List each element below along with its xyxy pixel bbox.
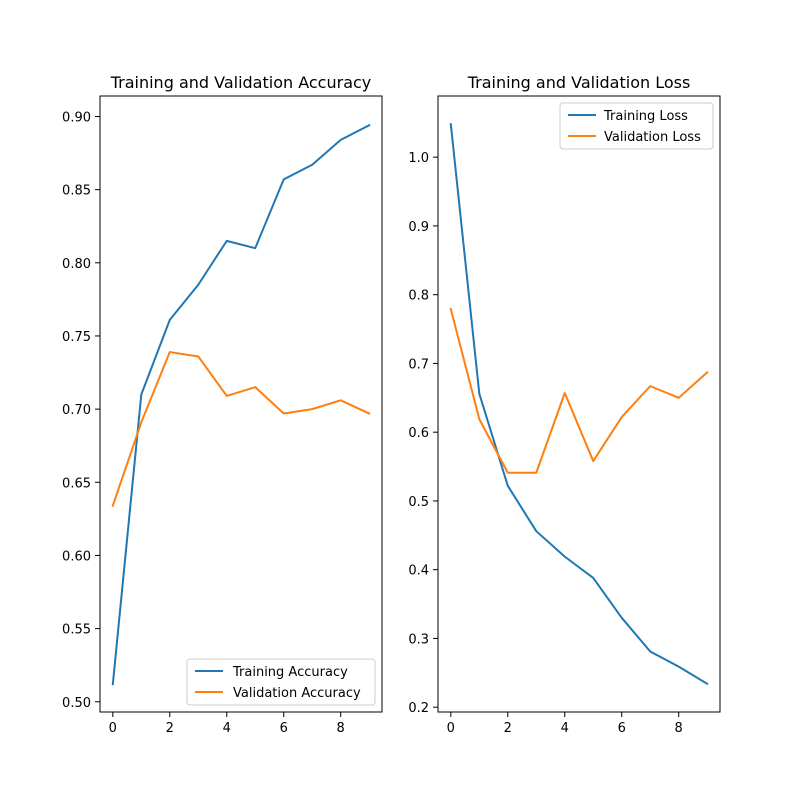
loss-chart-frame bbox=[437, 95, 721, 713]
accuracy-y-tick-label: 0.80 bbox=[62, 257, 91, 272]
accuracy-x-tick-label: 4 bbox=[223, 721, 231, 736]
loss-x-tick-label: 6 bbox=[618, 721, 626, 736]
accuracy-y-tick-label: 0.65 bbox=[62, 476, 91, 491]
accuracy-chart-title: Training and Validation Accuracy bbox=[110, 73, 372, 92]
loss-legend-box bbox=[559, 102, 714, 150]
legend-label-validation-accuracy: Validation Accuracy bbox=[233, 686, 361, 701]
accuracy-x-tick-label: 2 bbox=[166, 721, 174, 736]
accuracy-y-tick-label: 0.55 bbox=[62, 623, 91, 638]
accuracy-y-tick-label: 0.60 bbox=[62, 549, 91, 564]
accuracy-x-tick-label: 6 bbox=[280, 721, 288, 736]
legend-label-training-loss: Training Loss bbox=[603, 109, 688, 124]
loss-x-tick-label: 4 bbox=[561, 721, 569, 736]
series-line-validation-loss bbox=[449, 307, 709, 474]
accuracy-chart-y-ticks: 0.50 0.55 0.60 0.65 0.70 0.75 0.80 0.85 0.90 bbox=[62, 110, 100, 711]
loss-y-tick-label: 1.0 bbox=[408, 151, 429, 166]
series-line-training-accuracy bbox=[111, 123, 371, 686]
accuracy-chart-x-ticks: 0 2 4 6 8 bbox=[109, 712, 345, 736]
loss-y-tick-label: 0.5 bbox=[408, 495, 429, 510]
accuracy-y-tick-label: 0.50 bbox=[62, 696, 91, 711]
accuracy-chart-frame bbox=[99, 95, 383, 713]
accuracy-chart-legend: Training Accuracy Validation Accuracy bbox=[186, 658, 376, 706]
series-line-validation-accuracy bbox=[111, 351, 371, 507]
accuracy-y-tick-label: 0.75 bbox=[62, 330, 91, 345]
loss-y-tick-label: 0.7 bbox=[408, 357, 429, 372]
accuracy-chart: Training and Validation Accuracy 0 2 4 6 8 0… bbox=[62, 73, 383, 736]
accuracy-x-tick-label: 8 bbox=[337, 721, 345, 736]
loss-y-tick-label: 0.8 bbox=[408, 289, 429, 304]
loss-chart-legend: Training Loss Validation Loss bbox=[559, 102, 714, 150]
legend-label-validation-loss: Validation Loss bbox=[604, 130, 701, 145]
loss-chart-x-ticks: 0 2 4 6 8 bbox=[447, 712, 683, 736]
loss-chart-y-ticks: 0.2 0.3 0.4 0.5 0.6 0.7 0.8 0.9 1.0 bbox=[408, 151, 438, 716]
loss-x-tick-label: 0 bbox=[447, 721, 455, 736]
loss-y-tick-label: 0.3 bbox=[408, 632, 429, 647]
loss-x-tick-label: 8 bbox=[675, 721, 683, 736]
accuracy-y-tick-label: 0.70 bbox=[62, 403, 91, 418]
loss-y-tick-label: 0.9 bbox=[408, 220, 429, 235]
accuracy-y-tick-label: 0.85 bbox=[62, 184, 91, 199]
loss-y-tick-label: 0.2 bbox=[408, 701, 429, 716]
accuracy-x-tick-label: 0 bbox=[109, 721, 117, 736]
loss-y-tick-label: 0.6 bbox=[408, 426, 429, 441]
legend-label-training-accuracy: Training Accuracy bbox=[232, 665, 348, 680]
accuracy-chart-marks bbox=[111, 123, 371, 686]
loss-y-tick-label: 0.4 bbox=[408, 564, 429, 579]
loss-chart-title: Training and Validation Loss bbox=[467, 73, 691, 92]
loss-x-tick-label: 2 bbox=[504, 721, 512, 736]
loss-chart-marks bbox=[449, 123, 709, 686]
accuracy-legend-box bbox=[186, 658, 376, 706]
accuracy-y-tick-label: 0.90 bbox=[62, 110, 91, 125]
series-line-training-loss bbox=[449, 123, 709, 686]
